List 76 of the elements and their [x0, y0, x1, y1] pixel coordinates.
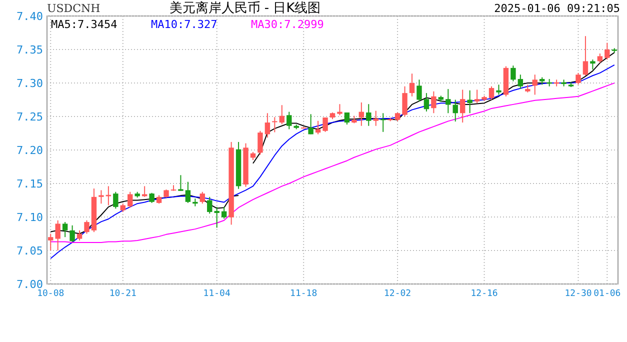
- y-tick-label: 7.25: [16, 110, 43, 124]
- candlestick: [98, 190, 104, 204]
- candlestick: [286, 111, 292, 130]
- y-tick-label: 7.20: [16, 144, 43, 157]
- candlestick: [344, 112, 350, 126]
- candlestick: [178, 174, 184, 192]
- candlestick: [272, 116, 278, 133]
- candlestick: [264, 112, 270, 138]
- candlestick: [380, 112, 386, 132]
- candlestick: [582, 36, 588, 76]
- line-series: [50, 82, 615, 243]
- candlestick: [128, 191, 133, 208]
- candlestick: [258, 130, 263, 156]
- candlestick: [496, 84, 502, 96]
- line-series: [50, 64, 615, 260]
- text: MA5:7.3454: [51, 18, 118, 31]
- candlestick: [518, 74, 524, 90]
- y-tick-label: 7.40: [16, 10, 43, 23]
- candlestick: [604, 42, 610, 60]
- candlestick: [70, 224, 75, 243]
- y-tick-label: 7.30: [16, 77, 43, 90]
- candlestick: [366, 104, 372, 126]
- candlestick: [576, 72, 581, 86]
- candlestick: [84, 220, 90, 234]
- text: 2025-01-06 09:21:05: [494, 2, 620, 15]
- candlestick: [452, 99, 458, 122]
- candlestick: [308, 114, 314, 135]
- x-tick-label: 11-04: [203, 289, 230, 299]
- candlestick: [337, 104, 342, 116]
- candlestick: [322, 117, 328, 132]
- candlestick: [446, 88, 451, 114]
- x-tick-label: 01-06: [594, 289, 621, 299]
- x-tick-label: 10-21: [109, 289, 136, 299]
- text: MA30:7.2999: [251, 18, 324, 31]
- x-tick-label: 12-30: [564, 289, 592, 299]
- candlestick: [214, 206, 220, 228]
- candlestick: [113, 191, 118, 210]
- candlestick: [590, 59, 596, 70]
- candlestick: [424, 92, 430, 112]
- candlestick: [431, 90, 436, 114]
- candlestick: [185, 181, 191, 204]
- text: USDCNH: [47, 2, 100, 15]
- candlestick: [510, 65, 516, 82]
- candlestick: [416, 79, 422, 102]
- y-tick-label: 7.15: [16, 178, 43, 190]
- candlestick: [409, 73, 415, 97]
- x-tick-label: 12-02: [384, 289, 412, 299]
- candlestick: [488, 86, 494, 100]
- x-tick-label: 12-16: [470, 289, 498, 299]
- candlestick: [467, 90, 472, 114]
- candlestick: [48, 233, 54, 251]
- x-tick-label: 11-18: [290, 289, 318, 299]
- candlestick: [200, 191, 205, 204]
- y-tick-label: 7.35: [16, 44, 43, 56]
- x-tick-label: 10-08: [37, 289, 64, 299]
- candlestick: [142, 186, 148, 198]
- y-tick-label: 7.00: [16, 278, 43, 291]
- candlestick: [207, 196, 212, 214]
- candlestick: [474, 89, 480, 104]
- candlestick: [55, 220, 60, 251]
- candlestick: [358, 102, 364, 126]
- candlestick: [460, 89, 466, 124]
- candlestick: [221, 206, 227, 220]
- candlestick: [76, 230, 82, 241]
- chart-title: 美元离岸人民币 - 日K线图: [169, 0, 321, 16]
- y-tick-label: 7.05: [16, 244, 43, 258]
- text: MA10:7.327: [151, 18, 218, 31]
- candlestick: [532, 74, 538, 96]
- candlestick: [597, 53, 603, 64]
- candlestick: [149, 192, 154, 204]
- candlestick: [62, 222, 68, 238]
- y-tick-label: 7.10: [16, 211, 43, 224]
- candlestick: [402, 86, 408, 117]
- candlestick: [279, 104, 285, 125]
- candlestick: [373, 110, 378, 126]
- candlestick: [315, 120, 321, 135]
